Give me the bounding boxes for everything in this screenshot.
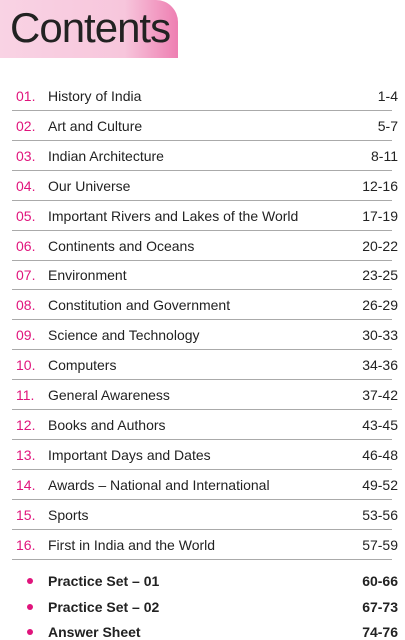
toc-entry: 07. Environment 23-25 xyxy=(0,267,405,287)
entry-title: Important Rivers and Lakes of the World xyxy=(48,207,299,224)
toc-entry: 01. History of India 1-4 xyxy=(0,88,405,108)
extra-pages: 74-76 xyxy=(362,624,398,640)
entry-title: Computers xyxy=(48,357,117,374)
separator xyxy=(12,409,392,410)
toc-entry: 12. Books and Authors 43-45 xyxy=(0,417,405,437)
bullet xyxy=(27,629,33,635)
entry-pages: 30-33 xyxy=(362,327,398,344)
entry-pages: 23-25 xyxy=(362,267,398,284)
entry-title: Awards – National and International xyxy=(48,476,270,493)
extra-entry: Practice Set – 02 67-73 xyxy=(0,599,405,619)
extra-entry: Practice Set – 01 60-66 xyxy=(0,573,405,593)
separator xyxy=(12,289,392,291)
entry-pages: 20-22 xyxy=(362,237,398,254)
extra-pages: 67-73 xyxy=(362,598,398,615)
extra-title: Practice Set – 02 xyxy=(48,598,160,615)
entry-pages: 57-59 xyxy=(362,536,398,553)
entry-title: Science and Technology xyxy=(48,327,200,344)
entry-pages: 34-36 xyxy=(362,357,398,374)
entry-title: Books and Authors xyxy=(48,416,166,433)
entry-number: 08. xyxy=(16,297,36,314)
extra-entry: Answer Sheet 74-76 xyxy=(0,624,405,640)
entry-number: 01. xyxy=(16,88,36,104)
toc-entry: 15. Sports 53-56 xyxy=(0,507,405,527)
extra-pages: 60-66 xyxy=(362,573,398,589)
toc-entry: 06. Continents and Oceans 20-22 xyxy=(0,238,405,258)
entry-title: Indian Architecture xyxy=(48,147,164,164)
toc-entry: 16. First in India and the World 57-59 xyxy=(0,537,405,557)
entry-pages: 46-48 xyxy=(362,446,398,463)
entry-number: 04. xyxy=(16,177,36,194)
entry-title: Constitution and Government xyxy=(48,297,231,314)
entry-pages: 37-42 xyxy=(362,387,398,403)
entry-title: Environment xyxy=(48,267,127,284)
entry-title: History of India xyxy=(48,88,142,104)
entry-number: 03. xyxy=(16,147,36,164)
toc-entry: 10. Computers 34-36 xyxy=(0,357,405,377)
separator xyxy=(12,110,392,111)
entry-pages: 5-7 xyxy=(377,117,398,134)
entry-number: 02. xyxy=(16,117,36,134)
entry-number: 12. xyxy=(16,416,36,433)
entry-pages: 43-45 xyxy=(362,416,398,433)
entry-title: Continents and Oceans xyxy=(48,237,195,254)
entry-number: 09. xyxy=(16,327,36,344)
separator xyxy=(12,229,392,231)
entry-number: 06. xyxy=(16,237,36,254)
toc-entry: 09. Science and Technology 30-33 xyxy=(0,327,405,347)
separator xyxy=(12,349,392,351)
title-tab xyxy=(0,0,178,58)
entry-number: 10. xyxy=(16,357,36,374)
separator xyxy=(12,498,392,500)
entry-pages: 17-19 xyxy=(362,207,398,224)
entry-pages: 49-52 xyxy=(362,476,398,493)
extra-title: Answer Sheet xyxy=(48,624,141,640)
title: Contents xyxy=(10,4,171,51)
entry-pages: 8-11 xyxy=(371,147,398,164)
bullet xyxy=(27,603,33,610)
entry-number: 13. xyxy=(16,446,36,463)
entry-number: 05. xyxy=(16,207,36,224)
entry-pages: 53-56 xyxy=(362,506,398,523)
separator xyxy=(12,438,392,440)
entry-title: Important Days and Dates xyxy=(48,446,211,463)
toc-entry: 05. Important Rivers and Lakes of the Wor… xyxy=(0,208,405,228)
toc-entry: 02. Art and Culture 5-7 xyxy=(0,118,405,138)
bullet xyxy=(27,578,33,584)
entry-pages: 12-16 xyxy=(362,177,398,194)
separator xyxy=(12,319,392,321)
entry-title: Sports xyxy=(48,506,89,523)
separator xyxy=(12,379,392,381)
extra-title: Practice Set – 01 xyxy=(48,573,160,589)
entry-pages: 1-4 xyxy=(377,88,398,104)
separator xyxy=(12,468,392,470)
entry-title: Art and Culture xyxy=(48,117,143,134)
entry-pages: 26-29 xyxy=(362,297,398,314)
separator xyxy=(12,139,392,141)
separator xyxy=(12,259,392,261)
separator xyxy=(12,199,392,201)
entry-title: General Awareness xyxy=(48,387,170,403)
separator xyxy=(12,169,392,171)
toc-entry: 11. General Awareness 37-42 xyxy=(0,387,405,407)
separator xyxy=(12,558,392,560)
toc-entry: 08. Constitution and Government 26-29 xyxy=(0,297,405,317)
entry-number: 15. xyxy=(16,506,36,523)
entry-number: 07. xyxy=(16,267,36,284)
separator xyxy=(12,528,392,530)
entry-number: 14. xyxy=(16,476,36,493)
toc-entry: 14. Awards – National and International 49… xyxy=(0,477,405,497)
entry-title: First in India and the World xyxy=(48,536,216,553)
entry-title: Our Universe xyxy=(48,177,131,194)
toc-entry: 13. Important Days and Dates 46-48 xyxy=(0,447,405,467)
toc-entry: 04. Our Universe 12-16 xyxy=(0,178,405,198)
entry-number: 11. xyxy=(16,387,35,403)
entry-number: 16. xyxy=(16,536,36,553)
toc-entry: 03. Indian Architecture 8-11 xyxy=(0,148,405,168)
